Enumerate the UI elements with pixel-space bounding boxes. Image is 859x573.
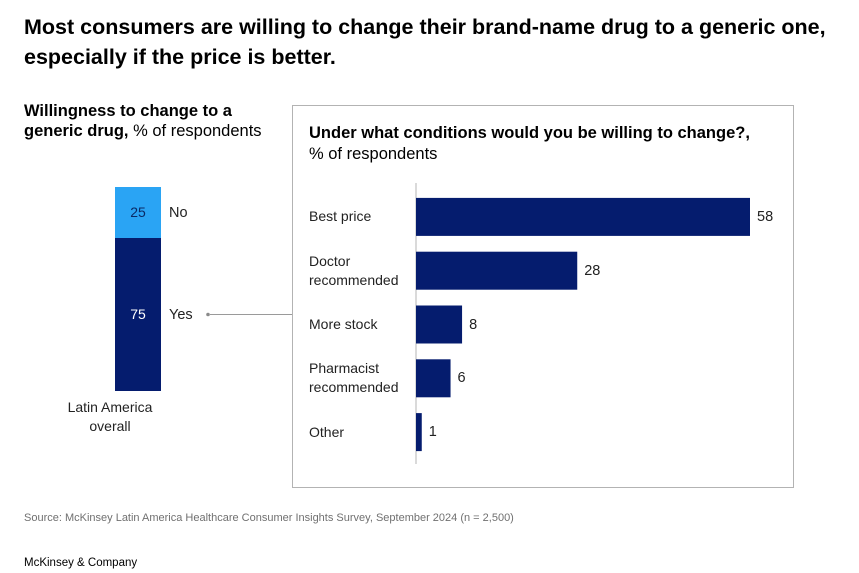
category-label-line: recommended (309, 379, 399, 396)
source-note: Source: McKinsey Latin America Healthcar… (24, 512, 514, 524)
left-chart-title-units: % of respondents (133, 122, 262, 140)
category-label-doctor-recommended: Doctor recommended (309, 252, 409, 290)
bar-value-doctor-recommended: 28 (584, 262, 601, 279)
category-label-other: Other (309, 423, 409, 442)
category-label-more-stock: More stock (309, 315, 409, 334)
category-label-line: Pharmacist (309, 360, 380, 377)
stacked-bar-no (115, 187, 161, 238)
stacked-bar-yes (115, 238, 161, 391)
right-chart-title: Under what conditions would you be willi… (309, 123, 779, 165)
bar-more-stock (416, 305, 463, 344)
category-label-line: More stock (309, 316, 378, 332)
headline: Most consumers are willing to change the… (24, 15, 826, 69)
category-label-pharmacist-recommended: Pharmacist recommended (309, 359, 409, 397)
stacked-bar-legend-yes: Yes (169, 306, 193, 323)
category-label-line: recommended (309, 271, 399, 288)
left-chart-title-bold: Willingness to change to a generic drug, (24, 102, 232, 140)
category-label-best-price: Best price (309, 207, 409, 226)
brand-footer: McKinsey & Company (24, 557, 138, 569)
right-chart-title-units: % of respondents (309, 145, 438, 163)
bar-value-pharmacist-recommended: 6 (457, 370, 466, 387)
left-chart-xlabel-line1: Latin America (67, 399, 153, 415)
stacked-bar-legend-no: No (169, 204, 188, 221)
conditions-panel (292, 105, 794, 488)
bar-other (416, 413, 422, 452)
left-chart-xlabel-line2: overall (89, 418, 131, 434)
left-chart-xlabel: Latin America overall (60, 398, 160, 436)
left-chart-title: Willingness to change to a generic drug,… (24, 101, 284, 141)
bar-value-other: 1 (428, 424, 437, 441)
category-label-line: Doctor (309, 252, 351, 269)
bar-value-more-stock: 8 (469, 316, 478, 333)
category-label-line: Best price (309, 208, 372, 225)
connector-dot (206, 312, 210, 317)
stacked-bar-value-yes: 75 (130, 305, 146, 322)
stacked-bar-value-no: 25 (130, 203, 146, 220)
right-chart-title-bold: Under what conditions would you be willi… (309, 124, 750, 142)
bar-value-best-price: 58 (757, 208, 774, 225)
bar-best-price (416, 197, 750, 236)
category-label-line: Other (309, 423, 345, 440)
bar-doctor-recommended (416, 251, 578, 290)
bar-pharmacist-recommended (416, 359, 451, 398)
